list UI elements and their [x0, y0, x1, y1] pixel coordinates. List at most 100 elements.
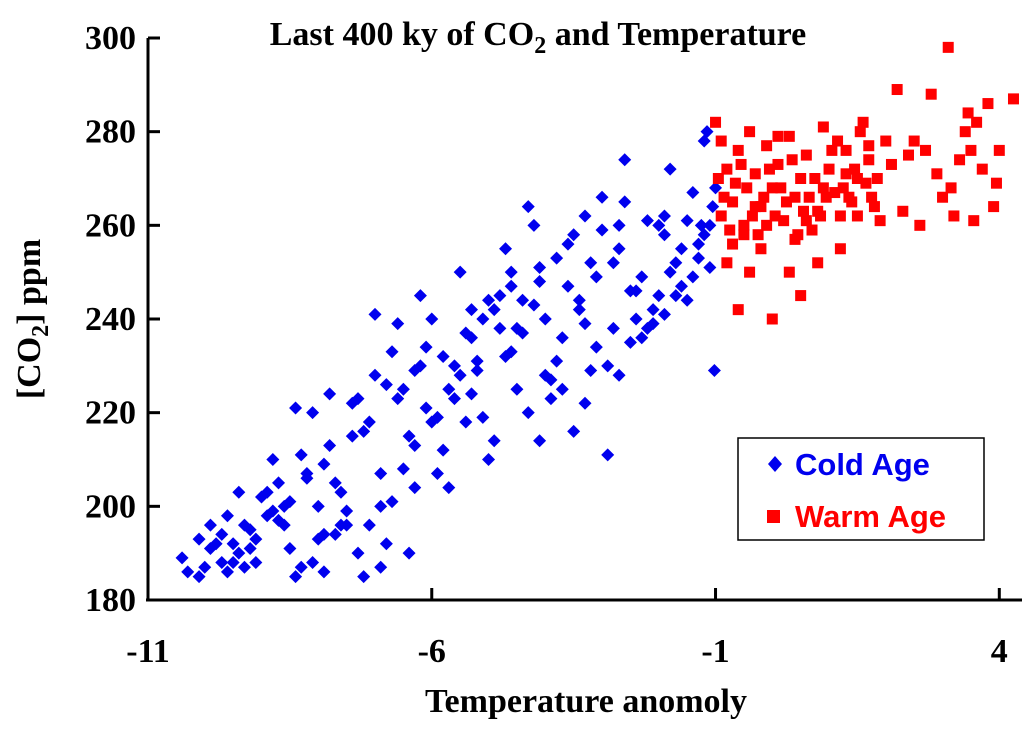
warm-age-point — [727, 196, 739, 208]
cold-age-point — [589, 270, 603, 284]
cold-age-point — [334, 485, 348, 499]
cold-age-point — [249, 556, 263, 570]
cold-age-point — [544, 373, 558, 387]
cold-age-point — [300, 471, 314, 485]
cold-age-point — [323, 438, 337, 452]
cold-age-point — [589, 340, 603, 354]
cold-age-point — [578, 209, 592, 223]
cold-age-point — [706, 200, 720, 214]
cold-age-point — [306, 556, 320, 570]
cold-age-point — [334, 518, 348, 532]
cold-age-point — [510, 382, 524, 396]
cold-age-point — [317, 457, 331, 471]
warm-age-point — [817, 121, 829, 133]
cold-age-point — [328, 476, 342, 490]
cold-age-point — [379, 537, 393, 551]
cold-age-point — [391, 317, 405, 331]
series-cold-age — [175, 125, 723, 584]
warm-age-point — [780, 196, 792, 208]
x-tick-label: -1 — [701, 633, 729, 670]
cold-age-point — [493, 289, 507, 303]
warm-age-point — [795, 173, 807, 184]
warm-age-point — [849, 163, 861, 175]
cold-age-point — [362, 518, 376, 532]
warm-age-point — [712, 173, 724, 184]
cold-age-point — [516, 293, 530, 307]
cold-age-point — [533, 275, 547, 289]
cold-age-point — [396, 382, 410, 396]
warm-age-point — [769, 210, 781, 222]
warm-age-point — [715, 135, 727, 147]
warm-age-point — [815, 210, 827, 222]
x-tick-label: 4 — [991, 633, 1008, 670]
cold-age-point — [311, 532, 325, 546]
cold-age-point — [368, 307, 382, 321]
y-tick-label: 200 — [85, 488, 136, 525]
cold-age-point — [260, 509, 274, 523]
warm-age-point — [721, 257, 733, 269]
cold-age-point — [459, 326, 473, 340]
cold-age-point — [669, 289, 683, 303]
warm-age-point — [772, 158, 784, 170]
warm-age-point — [800, 149, 812, 161]
cold-age-point — [215, 527, 229, 541]
cold-age-point — [555, 331, 569, 345]
cold-age-point — [289, 570, 303, 584]
warm-age-point — [806, 224, 818, 236]
warm-age-point — [715, 210, 727, 222]
warm-age-point — [959, 126, 971, 138]
cold-age-point — [306, 406, 320, 420]
cold-age-point — [396, 462, 410, 476]
cold-age-point — [408, 438, 422, 452]
cold-age-point — [646, 317, 660, 331]
cold-age-point — [657, 209, 671, 223]
cold-age-point — [538, 312, 552, 326]
warm-age-point — [854, 126, 866, 138]
cold-age-point — [640, 214, 654, 228]
cold-age-point — [374, 467, 388, 481]
cold-age-point — [374, 560, 388, 574]
warm-age-point — [766, 182, 778, 194]
warm-age-point — [826, 144, 838, 156]
warm-age-point — [795, 290, 807, 302]
cold-age-point — [504, 265, 518, 279]
warm-age-point — [721, 163, 733, 175]
cold-age-point — [487, 303, 501, 317]
cold-age-point — [237, 560, 251, 574]
cold-age-point — [283, 541, 297, 555]
y-tick-label: 260 — [85, 207, 136, 244]
y-tick-label: 300 — [85, 20, 136, 57]
cold-age-point — [572, 293, 586, 307]
cold-age-point — [470, 354, 484, 368]
cold-age-point — [499, 242, 513, 256]
warm-age-point — [758, 191, 770, 203]
warm-age-point — [732, 144, 744, 156]
warm-age-point — [744, 126, 756, 138]
warm-age-point — [874, 215, 886, 227]
cold-age-point — [686, 186, 700, 200]
warm-age-point — [937, 191, 949, 203]
warm-age-point — [735, 158, 747, 170]
cold-age-point — [504, 279, 518, 293]
cold-age-point — [555, 382, 569, 396]
warm-age-point — [800, 215, 812, 227]
warm-age-point — [820, 191, 832, 203]
cold-age-point — [578, 317, 592, 331]
warm-age-point — [763, 163, 775, 175]
cold-age-point — [317, 565, 331, 579]
cold-age-point — [192, 532, 206, 546]
cold-age-point — [663, 265, 677, 279]
cold-age-point — [323, 387, 337, 401]
cold-age-point — [516, 326, 530, 340]
x-axis-label: Temperature anomoly — [425, 683, 747, 720]
cold-age-point — [243, 523, 257, 537]
warm-age-point — [732, 304, 744, 316]
warm-age-point — [749, 168, 761, 180]
cold-age-point — [442, 481, 456, 495]
warm-age-point — [851, 210, 863, 222]
cold-age-point — [707, 364, 721, 378]
cold-age-point — [419, 401, 433, 415]
cold-age-point — [601, 359, 615, 373]
cold-age-point — [419, 340, 433, 354]
warm-age-point — [857, 116, 869, 128]
